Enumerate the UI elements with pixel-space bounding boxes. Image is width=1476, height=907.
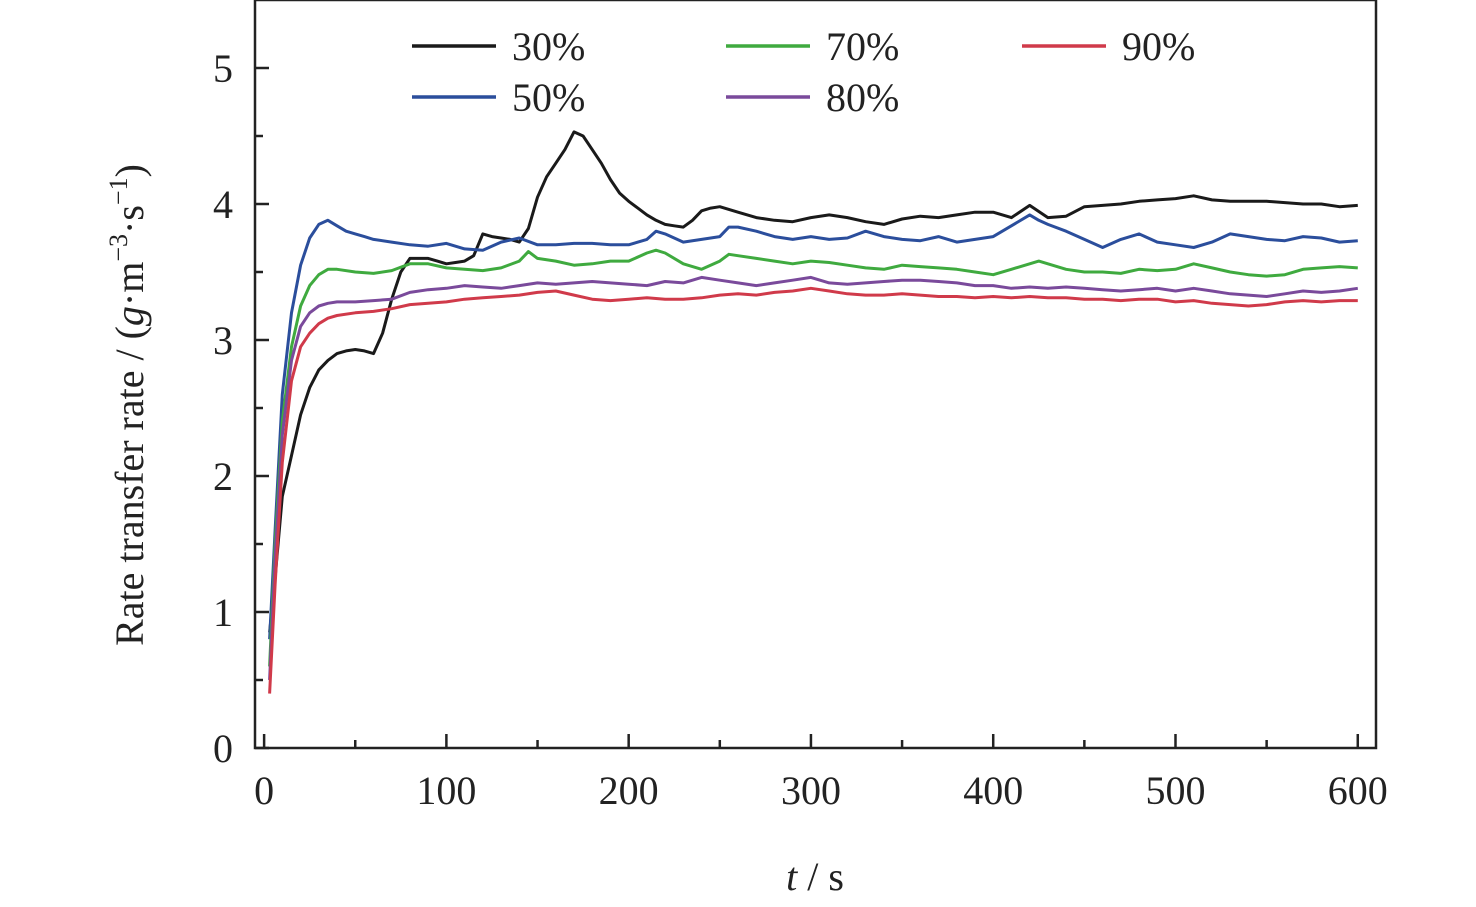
y-tick-label: 5 xyxy=(213,46,233,91)
y-tick-label: 2 xyxy=(213,454,233,499)
series-line-30pct xyxy=(268,130,1358,633)
x-tick-label: 400 xyxy=(963,768,1023,813)
y-tick-label: 4 xyxy=(213,182,233,227)
series-line-70pct xyxy=(268,248,1358,667)
legend-label: 90% xyxy=(1122,24,1195,69)
y-axis-title-s: ·s xyxy=(107,205,152,234)
y-tick-label: 0 xyxy=(213,726,233,771)
y-axis-title-suffix: ) xyxy=(107,164,152,177)
series-line-90pct xyxy=(268,286,1358,694)
legend-item: 50% xyxy=(412,75,585,120)
plot-lines xyxy=(268,130,1359,694)
legend-label: 50% xyxy=(512,75,585,120)
x-axis-title-variable: t xyxy=(786,854,798,899)
legend-label: 70% xyxy=(826,24,899,69)
legend-item: 70% xyxy=(726,24,899,69)
series-line-80pct xyxy=(268,275,1359,681)
y-axis-title-g: g xyxy=(107,306,152,326)
legend-label: 80% xyxy=(826,75,899,120)
x-tick-label: 600 xyxy=(1328,768,1388,813)
legend-item: 30% xyxy=(412,24,585,69)
x-tick-label: 200 xyxy=(599,768,659,813)
y-tick-label: 1 xyxy=(213,590,233,635)
y-axis-title-m: ·m xyxy=(107,262,152,306)
y-axis-title: Rate transfer rate / (g·m−3·s−1) xyxy=(104,164,152,646)
legend: 30% 50% 70% 80% 90% xyxy=(412,24,1195,120)
y-tick-label: 3 xyxy=(213,318,233,363)
y-axis-title-prefix: Rate transfer rate / ( xyxy=(107,326,152,646)
x-axis: 0 100 200 300 400 500 600 xyxy=(254,734,1388,813)
x-tick-label: 300 xyxy=(781,768,841,813)
x-axis-title: t / s xyxy=(786,854,844,899)
plot-frame xyxy=(253,0,1378,750)
legend-item: 80% xyxy=(726,75,899,120)
legend-item: 90% xyxy=(1022,24,1195,69)
legend-label: 30% xyxy=(512,24,585,69)
x-tick-label: 100 xyxy=(416,768,476,813)
x-tick-label: 0 xyxy=(254,768,274,813)
x-axis-title-unit: / s xyxy=(797,854,844,899)
series-line-50pct xyxy=(268,213,1358,640)
y-axis-title-m-exponent: −3 xyxy=(104,234,133,262)
x-tick-label: 500 xyxy=(1145,768,1205,813)
y-axis: 0 1 2 3 4 5 xyxy=(213,46,269,771)
y-axis-title-s-exponent: −1 xyxy=(104,177,133,205)
